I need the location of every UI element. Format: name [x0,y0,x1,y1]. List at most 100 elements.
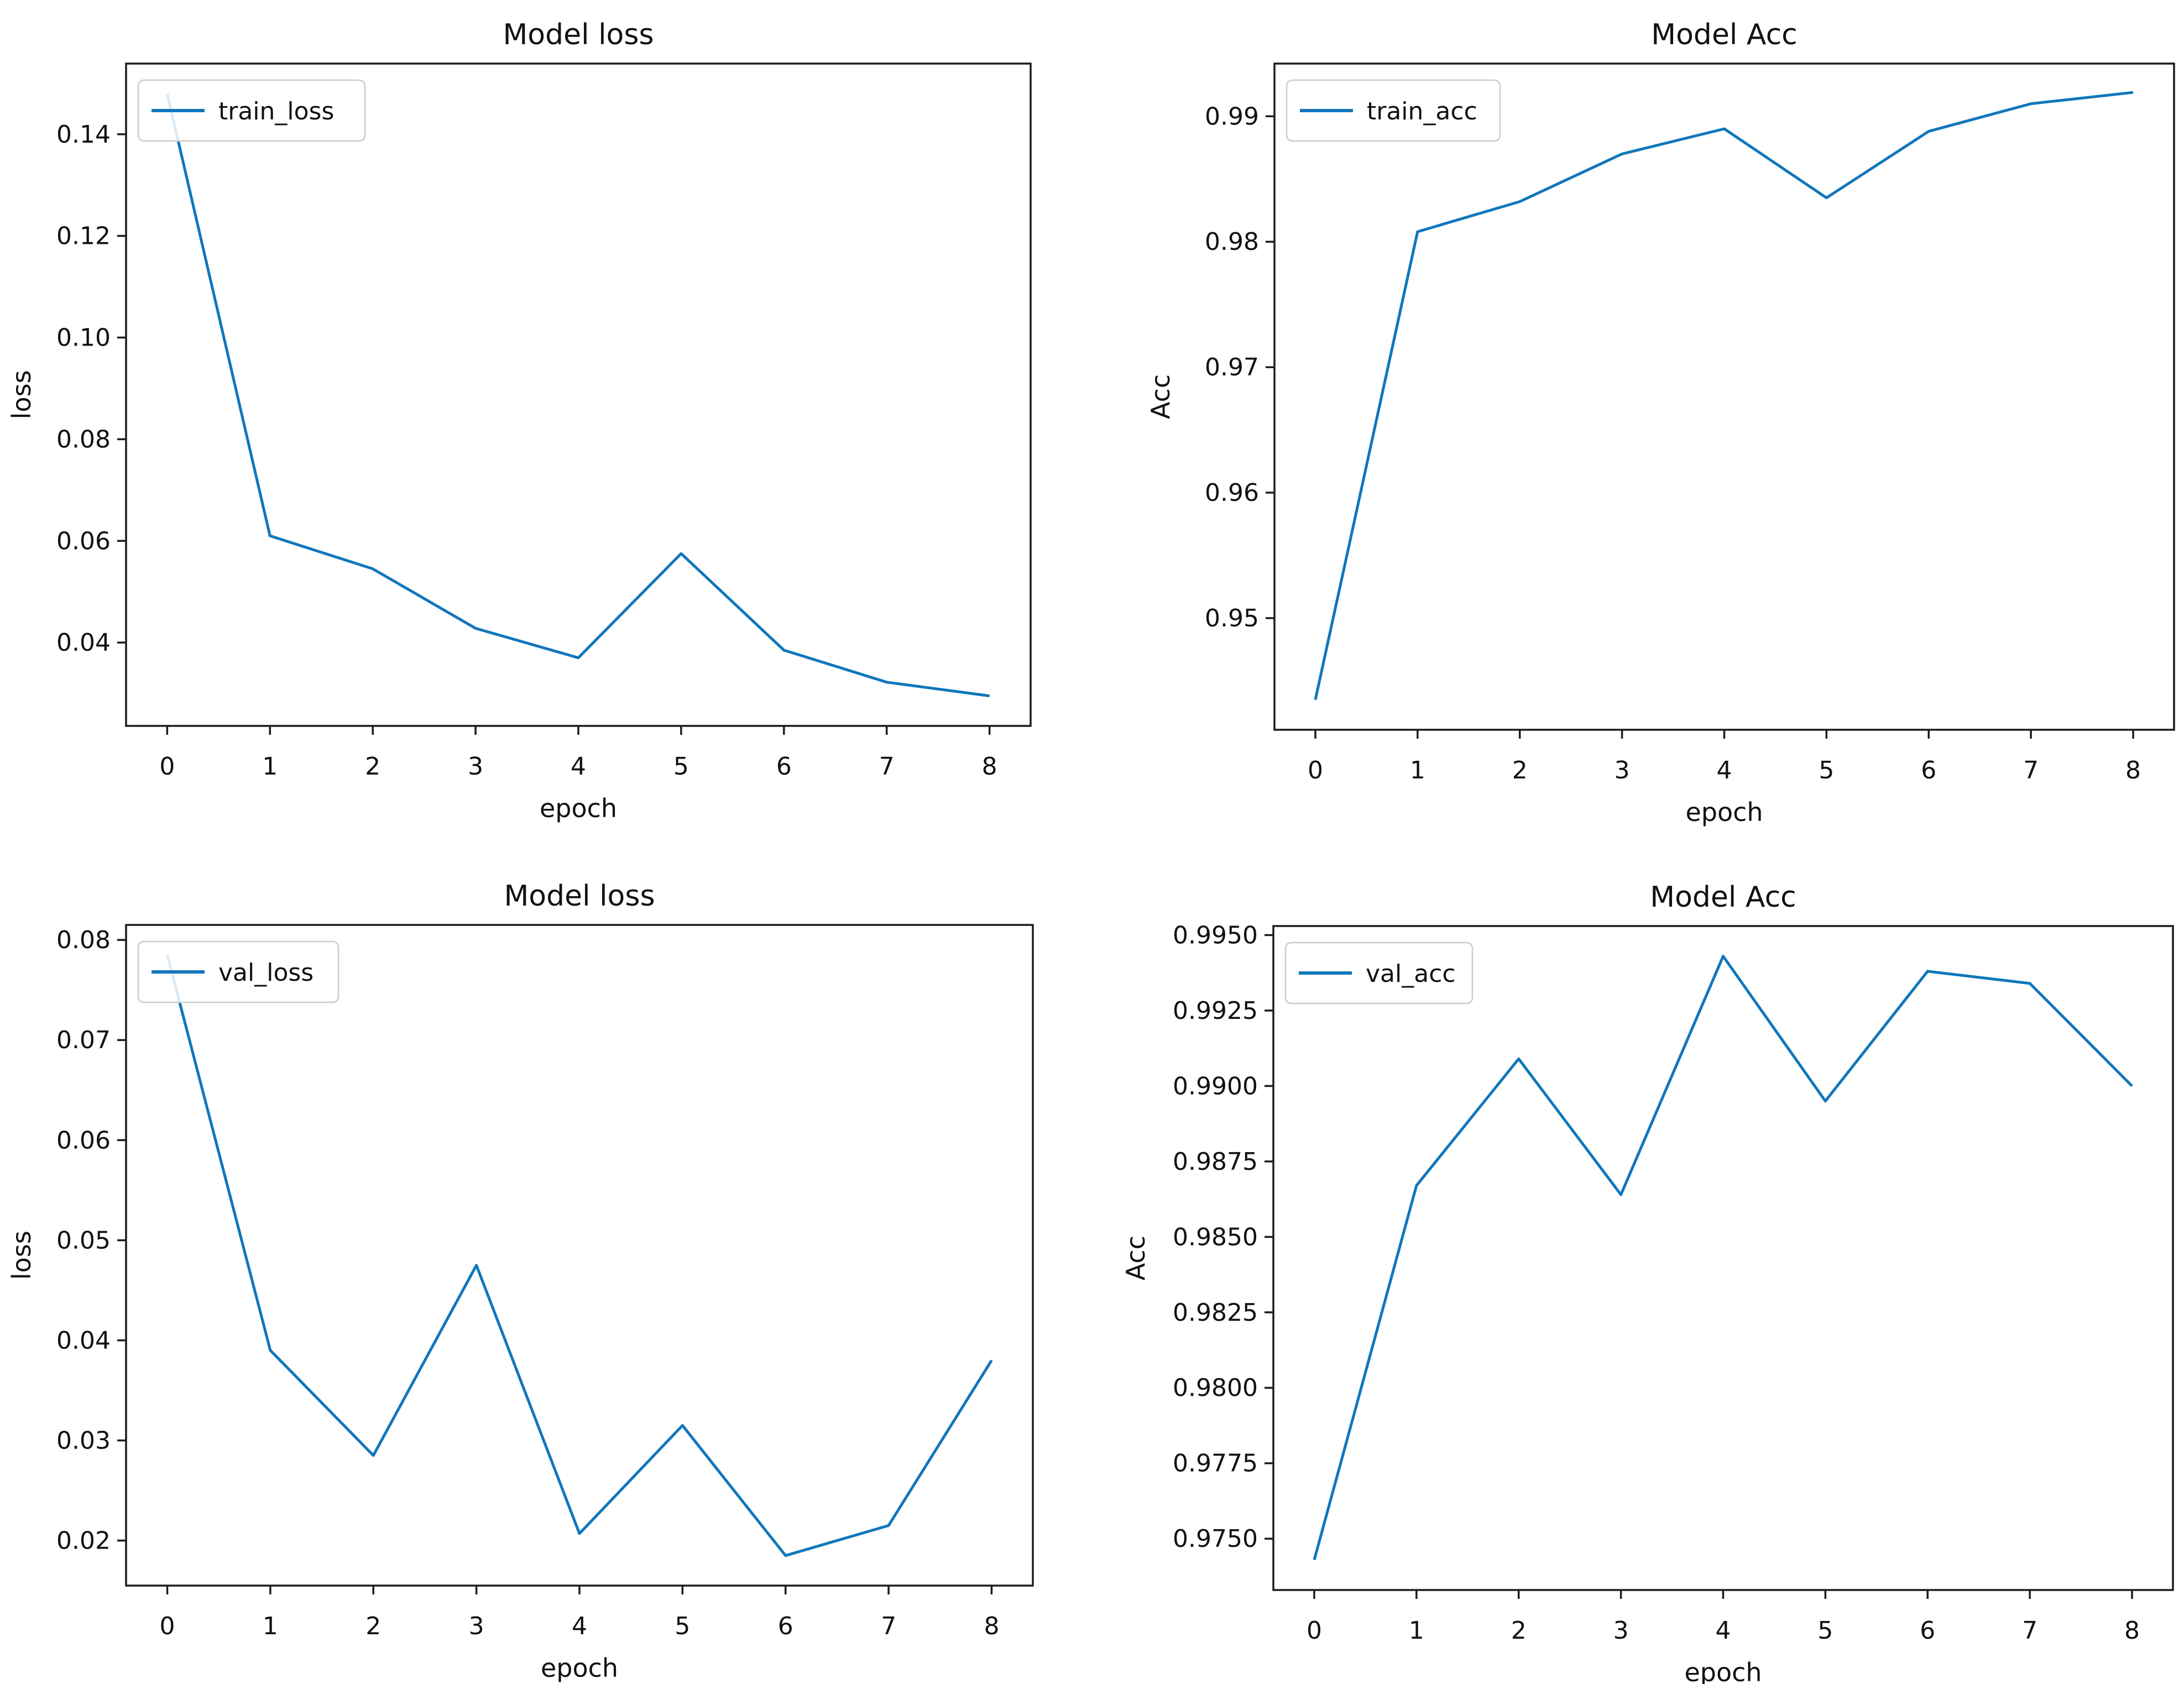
x-tick-label: 3 [469,1612,484,1640]
y-tick-label: 0.99 [1205,102,1259,130]
y-tick-label: 0.04 [56,629,111,657]
legend-box [137,940,339,1003]
axes-frame [1272,925,2174,1591]
x-tick-label: 3 [468,752,483,781]
chart-title: Model loss [504,880,655,913]
y-tick-label: 0.97 [1205,353,1259,381]
x-tick-label: 3 [1615,756,1630,785]
x-axis-label: epoch [540,793,617,823]
y-axis-label: Acc [1121,1236,1151,1280]
x-tick-label: 5 [675,1612,690,1640]
chart-val-acc-svg: 0 1 2 3 4 5 6 7 8 0.9750 0.9775 0.9800 0.9825 0.9850 0… [1121,881,2174,1684]
y-tick-label: 0.95 [1205,604,1259,632]
x-tick-label: 0 [1307,1617,1322,1645]
x-tick-label: 6 [1921,756,1936,785]
legend-box [1286,79,1501,142]
x-tick-label: 5 [1819,756,1834,785]
x-axis-label: epoch [541,1653,618,1683]
x-tick-label: 1 [263,1612,278,1640]
y-tick-label: 0.04 [56,1326,111,1354]
x-tick-label: 7 [2022,1617,2037,1645]
y-axis-label: loss [7,370,36,420]
x-tick-label: 2 [1511,1617,1527,1645]
x-tick-label: 1 [1410,756,1425,785]
y-tick-label: 0.98 [1205,228,1259,256]
axes-frame [125,924,1034,1587]
y-tick-label: 0.9750 [1173,1525,1258,1553]
y-tick-label: 0.06 [56,1126,111,1154]
y-tick-label: 0.9900 [1173,1072,1258,1100]
x-tick-label: 8 [984,1612,999,1640]
x-tick-label: 7 [2023,756,2039,785]
y-tick-label: 0.12 [56,222,111,250]
x-tick-label: 4 [1717,756,1732,785]
chart-title: Model Acc [1650,881,1796,914]
x-axis-label: epoch [1685,797,1763,827]
x-tick-label: 4 [572,1612,587,1640]
legend-box [1284,942,1474,1005]
chart-val-loss: 0 1 2 3 4 5 6 7 8 0.02 0.03 0.04 0.05 0.06 0.07 0.08 Mod… [0,842,1092,1684]
x-tick-label: 7 [879,752,895,781]
x-tick-label: 1 [262,752,278,781]
x-tick-label: 8 [2124,1617,2140,1645]
y-axis-label: loss [7,1231,36,1280]
x-tick-label: 3 [1613,1617,1629,1645]
x-tick-label: 6 [776,752,792,781]
y-tick-label: 0.9775 [1173,1450,1258,1478]
y-tick-label: 0.08 [56,425,111,453]
y-tick-label: 0.9825 [1173,1299,1258,1327]
y-tick-label: 0.96 [1205,479,1259,507]
chart-val-acc: 0 1 2 3 4 5 6 7 8 0.9750 0.9775 0.9800 0.9825 0.9850 0… [1092,842,2184,1684]
axes-frame [125,62,1032,727]
x-tick-label: 5 [673,752,689,781]
chart-train-loss: 0 1 2 3 4 5 6 7 8 0.04 0.06 0.08 0.10 0.12 0.14 Model l… [0,0,1092,842]
x-tick-label: 4 [1716,1617,1731,1645]
train-acc-line [1314,91,2134,700]
chart-train-acc-svg: 0 1 2 3 4 5 6 7 8 0.95 0.96 0.97 0.98 0.99 Model Acc ep… [1146,18,2175,827]
chart-val-loss-svg: 0 1 2 3 4 5 6 7 8 0.02 0.03 0.04 0.05 0.06 0.07 0.08 Mod… [7,880,1034,1683]
x-tick-label: 8 [2125,756,2141,785]
axes-frame [1273,62,2175,731]
y-tick-label: 0.9800 [1173,1374,1258,1402]
x-tick-label: 8 [982,752,997,781]
x-tick-label: 2 [365,752,380,781]
chart-train-loss-svg: 0 1 2 3 4 5 6 7 8 0.04 0.06 0.08 0.10 0.12 0.14 Model l… [7,18,1032,823]
x-tick-label: 0 [160,1612,175,1640]
x-tick-label: 4 [571,752,586,781]
legend-box [137,79,366,142]
y-tick-label: 0.10 [56,324,111,352]
y-axis-label: Acc [1146,374,1175,419]
x-tick-label: 0 [159,752,175,781]
x-tick-label: 0 [1308,756,1323,785]
y-tick-label: 0.14 [56,121,111,149]
x-axis-label: epoch [1684,1657,1762,1684]
legend-label: train_loss [218,97,334,125]
x-tick-label: 5 [1817,1617,1833,1645]
chart-title: Model loss [503,18,654,51]
y-tick-label: 0.05 [56,1226,111,1254]
x-tick-label: 2 [1512,756,1528,785]
legend-label: val_loss [218,959,314,987]
x-tick-label: 6 [778,1612,793,1640]
x-tick-label: 6 [1920,1617,1935,1645]
chart-title: Model Acc [1651,18,1798,51]
legend-label: train_acc [1367,97,1477,125]
chart-train-acc: 0 1 2 3 4 5 6 7 8 0.95 0.96 0.97 0.98 0.99 Model Acc ep… [1092,0,2184,842]
val-acc-line [1313,955,2133,1561]
x-tick-label: 7 [881,1612,896,1640]
y-tick-label: 0.07 [56,1026,111,1054]
y-tick-label: 0.9950 [1173,921,1258,949]
y-tick-label: 0.03 [56,1426,111,1455]
x-tick-label: 2 [365,1612,381,1640]
y-tick-label: 0.08 [56,926,111,954]
y-tick-label: 0.02 [56,1527,111,1555]
y-tick-label: 0.9850 [1173,1223,1258,1251]
train-loss-line [165,93,990,698]
y-tick-label: 0.9875 [1173,1148,1258,1176]
x-tick-label: 1 [1409,1617,1424,1645]
val-loss-line [166,954,993,1557]
y-tick-label: 0.9925 [1173,997,1258,1025]
legend-label: val_acc [1366,960,1456,988]
y-tick-label: 0.06 [56,527,111,555]
